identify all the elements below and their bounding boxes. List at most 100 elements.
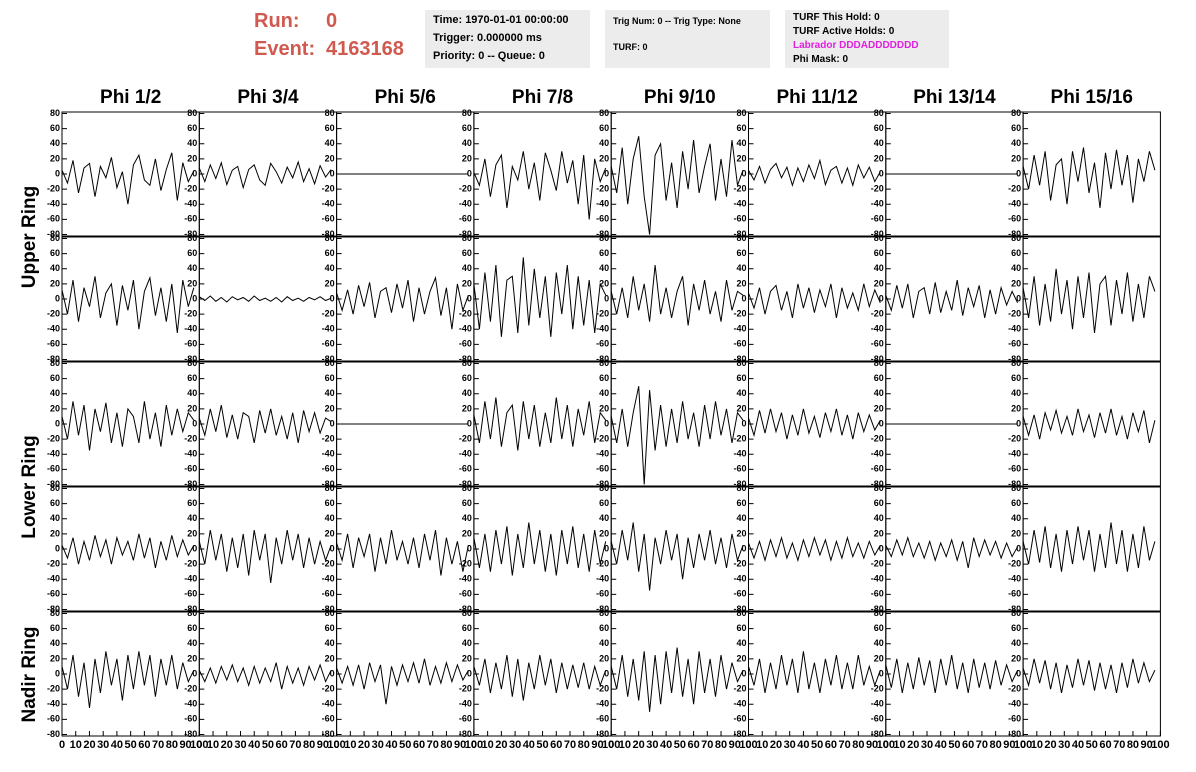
y-tick-label: 40 — [874, 638, 884, 648]
y-tick-label: 20 — [874, 278, 884, 288]
y-tick-label: -40 — [184, 324, 197, 334]
y-tick-label: -60 — [459, 589, 472, 599]
y-tick-label: 80 — [599, 358, 609, 368]
waveform — [1022, 408, 1156, 444]
column-title: Phi 11/12 — [776, 87, 857, 108]
waveform — [61, 651, 195, 709]
y-tick-label: 40 — [462, 638, 472, 648]
y-tick-label: -60 — [733, 339, 746, 349]
y-tick-label: 60 — [462, 248, 472, 258]
y-tick-label: 20 — [325, 153, 335, 163]
x-tick-label: 0 — [608, 739, 614, 751]
y-tick-label: 80 — [50, 358, 60, 368]
y-tick-label: -20 — [733, 308, 746, 318]
y-tick-label: -80 — [47, 604, 60, 614]
y-tick-label: -80 — [871, 729, 884, 739]
panel-frame — [748, 486, 887, 612]
y-tick-label: 60 — [1011, 248, 1021, 258]
y-tick-label: 20 — [187, 653, 197, 663]
waveform — [610, 136, 744, 235]
y-tick-label: -80 — [322, 479, 335, 489]
x-tick-label: 70 — [701, 739, 713, 751]
waveform — [198, 662, 332, 690]
y-tick-label: -80 — [47, 354, 60, 364]
y-tick-label: 20 — [736, 403, 746, 413]
x-tick-label: 60 — [276, 739, 288, 751]
info-line: TURF: 0 — [613, 42, 648, 52]
y-tick-label: -40 — [47, 449, 60, 459]
y-tick-label: -80 — [871, 604, 884, 614]
y-tick-label: -40 — [47, 324, 60, 334]
x-tick-label: 30 — [97, 739, 109, 751]
y-tick-label: -60 — [47, 714, 60, 724]
panel-frame — [61, 361, 200, 487]
waveform — [885, 535, 1019, 569]
y-tick-label: -80 — [184, 604, 197, 614]
y-tick-label: 40 — [874, 263, 884, 273]
y-tick-label: -20 — [871, 433, 884, 443]
info-line: Phi Mask: 0 — [793, 54, 849, 65]
y-tick-label: -20 — [733, 558, 746, 568]
y-tick-label: -60 — [871, 464, 884, 474]
y-tick-label: -60 — [733, 214, 746, 224]
y-tick-label: 60 — [325, 123, 335, 133]
y-tick-label: 80 — [1011, 358, 1021, 368]
y-tick-label: 80 — [874, 233, 884, 243]
x-tick-label: 30 — [509, 739, 521, 751]
y-tick-label: 40 — [50, 263, 60, 273]
y-tick-label: -60 — [322, 589, 335, 599]
y-tick-label: 60 — [599, 623, 609, 633]
y-tick-label: -20 — [1008, 558, 1021, 568]
y-tick-label: -80 — [871, 479, 884, 489]
y-tick-label: -20 — [871, 308, 884, 318]
y-tick-label: 80 — [187, 233, 197, 243]
row-title: Nadir Ring — [19, 626, 40, 722]
y-tick-label: 40 — [1011, 638, 1021, 648]
y-tick-label: 40 — [187, 263, 197, 273]
y-tick-label: 80 — [874, 608, 884, 618]
y-tick-label: -40 — [1008, 324, 1021, 334]
y-tick-label: 60 — [325, 248, 335, 258]
waveform — [336, 275, 469, 330]
y-tick-label: -40 — [322, 199, 335, 209]
y-tick-label: -40 — [459, 324, 472, 334]
column-title: Phi 7/8 — [512, 87, 573, 108]
y-tick-label: 80 — [187, 608, 197, 618]
y-tick-label: 20 — [187, 403, 197, 413]
info-line: Trigger: 0.000000 ms — [433, 32, 542, 44]
y-tick-label: -60 — [184, 339, 197, 349]
x-tick-label: 80 — [303, 739, 315, 751]
y-tick-label: 20 — [50, 403, 60, 413]
y-tick-label: 40 — [462, 388, 472, 398]
x-tick-label: 40 — [523, 739, 535, 751]
y-tick-label: 40 — [1011, 513, 1021, 523]
y-tick-label: 0 — [879, 418, 884, 428]
info-line: Labrador DDDADDDDDDD — [793, 40, 919, 51]
y-tick-label: -20 — [184, 308, 197, 318]
waveform — [610, 264, 744, 326]
x-tick-label: 100 — [739, 739, 757, 751]
waveform — [336, 530, 469, 576]
y-tick-label: -60 — [1008, 464, 1021, 474]
y-tick-label: -60 — [1008, 589, 1021, 599]
y-tick-label: 40 — [50, 638, 60, 648]
y-tick-label: 80 — [325, 358, 335, 368]
y-tick-label: -80 — [184, 354, 197, 364]
y-tick-label: -80 — [596, 354, 609, 364]
y-tick-label: -40 — [871, 449, 884, 459]
y-tick-label: 60 — [325, 373, 335, 383]
y-tick-label: 20 — [1011, 403, 1021, 413]
x-tick-label: 100 — [877, 739, 895, 751]
y-tick-label: -20 — [596, 558, 609, 568]
y-tick-label: 60 — [50, 623, 60, 633]
y-tick-label: -60 — [459, 464, 472, 474]
y-tick-label: -20 — [459, 183, 472, 193]
y-tick-label: 40 — [736, 263, 746, 273]
row-title: Upper Ring — [19, 186, 40, 288]
x-tick-label: 70 — [838, 739, 850, 751]
y-tick-label: -40 — [871, 699, 884, 709]
panel-frame — [610, 486, 750, 612]
y-tick-label: 80 — [1011, 233, 1021, 243]
y-tick-label: -40 — [184, 574, 197, 584]
x-tick-label: 80 — [166, 739, 178, 751]
